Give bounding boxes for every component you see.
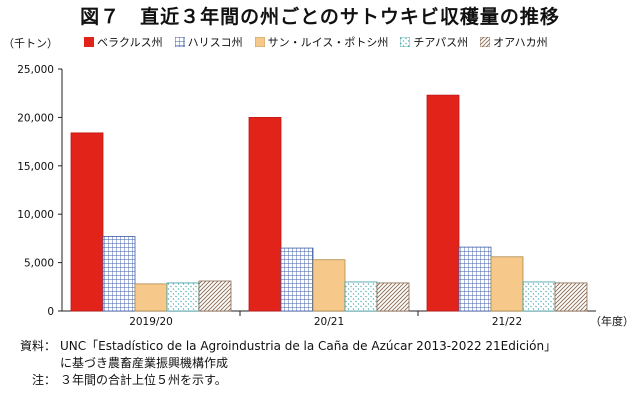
bar <box>522 281 556 312</box>
note-source-line-1: UNC「Estadístico de la Agroindustria de l… <box>60 339 557 353</box>
note-remark-line-1: ３年間の合計上位５州を示す。 <box>60 373 227 387</box>
legend-item-slp: サン・ルイス・ポトシ州 <box>254 34 389 50</box>
legend-label-chiapas: チアパス州 <box>413 36 469 49</box>
bar <box>426 94 460 312</box>
y-axis-unit-label: （千トン） <box>3 37 58 50</box>
bar <box>490 256 524 312</box>
legend-swatch-slp <box>254 37 265 47</box>
legend-swatch-veracruz <box>84 37 94 47</box>
bar <box>458 246 492 312</box>
x-tick-label: 2019/20 <box>129 316 173 328</box>
y-tick-label: 0 <box>47 306 54 318</box>
bar <box>280 247 314 312</box>
legend-label-veracruz: ベラクルス州 <box>97 36 163 49</box>
bar <box>554 282 588 312</box>
y-tick-label: 15,000 <box>17 161 54 173</box>
y-tick-label: 25,000 <box>17 64 54 76</box>
legend-item-jalisco: ハリスコ州 <box>174 34 243 50</box>
note-remark-label: 注： <box>31 373 56 387</box>
y-tick-label: 10,000 <box>17 209 54 221</box>
x-tick-label: 20/21 <box>314 316 344 328</box>
bar <box>198 280 232 312</box>
bar <box>344 281 378 312</box>
bar <box>134 283 168 312</box>
note-remark: 注： ３年間の合計上位５州を示す。 <box>6 372 556 389</box>
legend-item-oaxaca: オアハカ州 <box>480 34 548 50</box>
x-axis-unit-label: （年度） <box>590 314 634 328</box>
bar-chart: 0 5,000 10,000 15,000 20,000 25,000 2019/20 20/… <box>17 64 634 328</box>
legend-item-veracruz: ベラクルス州 <box>84 34 163 50</box>
bar <box>376 282 410 312</box>
note-source: 資料： UNC「Estadístico de la Agroindustria … <box>6 338 556 372</box>
legend: ベラクルス州 ハリスコ州 サン・ルイス・ポトシ州 チアパス州 オアハカ州 <box>84 34 548 50</box>
bar <box>166 282 200 312</box>
note-source-label: 資料： <box>19 339 56 353</box>
legend-swatch-jalisco <box>174 37 185 47</box>
bar <box>312 259 346 312</box>
x-tick-label: 21/22 <box>492 316 522 328</box>
legend-swatch-chiapas <box>400 37 411 47</box>
legend-item-chiapas: チアパス州 <box>400 34 468 50</box>
bar <box>70 132 104 312</box>
chart-title: 図７ 直近３年間の州ごとのサトウキビ収穫量の推移 <box>80 6 560 28</box>
legend-label-slp: サン・ルイス・ポトシ州 <box>267 36 389 49</box>
legend-label-oaxaca: オアハカ州 <box>493 36 548 49</box>
bar <box>102 236 136 312</box>
source-notes: 資料： UNC「Estadístico de la Agroindustria … <box>6 338 556 389</box>
bar <box>248 117 282 312</box>
legend-label-jalisco: ハリスコ州 <box>187 36 243 49</box>
legend-swatch-oaxaca <box>480 37 491 47</box>
y-tick-label: 20,000 <box>17 112 54 124</box>
note-source-line-2: に基づき農畜産業振興機構作成 <box>60 356 229 370</box>
y-tick-label: 5,000 <box>24 258 54 270</box>
